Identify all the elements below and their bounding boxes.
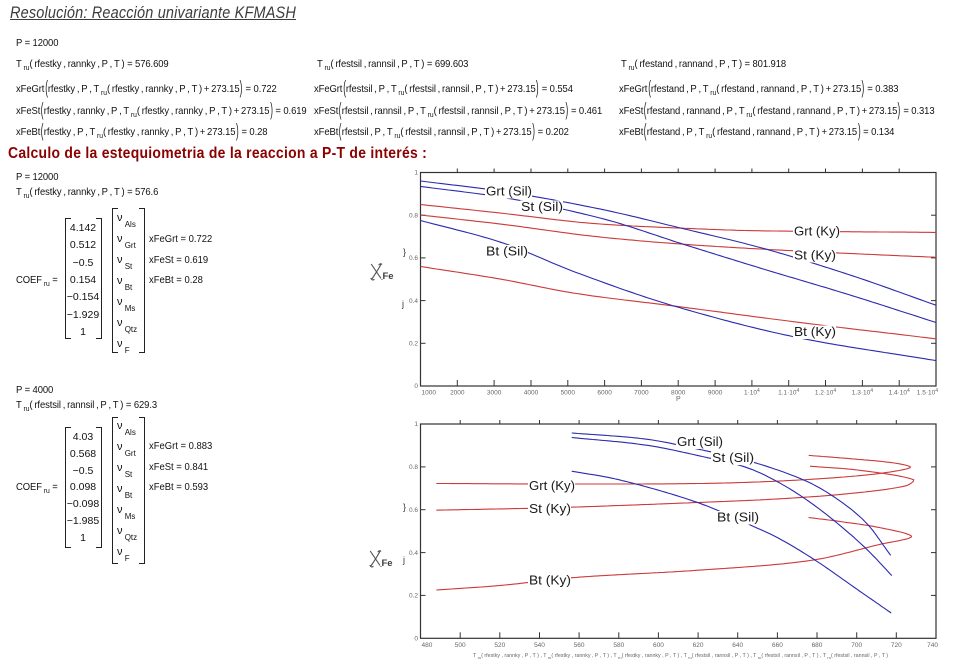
svg-text:560: 560 — [574, 642, 585, 649]
svg-text:620: 620 — [693, 642, 704, 649]
svg-text:680: 680 — [812, 642, 823, 649]
svg-text:1.4·104: 1.4·104 — [889, 388, 910, 397]
svg-text:1: 1 — [414, 421, 418, 428]
svg-text:700: 700 — [851, 642, 862, 649]
svg-text:Bt (Sil): Bt (Sil) — [486, 245, 528, 259]
svg-text:720: 720 — [891, 642, 902, 649]
svg-text:0: 0 — [414, 636, 418, 643]
svg-text:Fe: Fe — [383, 271, 394, 282]
svg-text:480: 480 — [422, 642, 433, 649]
svg-text:St (Ky): St (Ky) — [794, 249, 836, 263]
svg-text:Grt (Sil): Grt (Sil) — [677, 435, 723, 449]
svg-text:1000: 1000 — [422, 390, 437, 397]
svg-text:740: 740 — [927, 642, 938, 649]
svg-text:Bt (Sil): Bt (Sil) — [717, 511, 759, 525]
svg-text:Bt (Ky): Bt (Ky) — [529, 574, 571, 588]
svg-text:3000: 3000 — [487, 390, 502, 397]
svg-text:4000: 4000 — [524, 390, 539, 397]
svg-text:9000: 9000 — [708, 390, 723, 397]
svg-text:0.8: 0.8 — [409, 464, 418, 471]
svg-text:7000: 7000 — [634, 390, 649, 397]
svg-text:520: 520 — [494, 642, 505, 649]
svg-text:660: 660 — [772, 642, 783, 649]
svg-text:1·104: 1·104 — [744, 388, 760, 397]
svg-text:St (Sil): St (Sil) — [521, 200, 563, 214]
svg-text:500: 500 — [455, 642, 466, 649]
svg-text:540: 540 — [534, 642, 545, 649]
svg-text:0.6: 0.6 — [409, 255, 418, 262]
svg-text:T ru( rfestky , rannky , P , T: T ru( rfestky , rannky , P , T ) , T ru(… — [473, 653, 888, 660]
svg-text:0.8: 0.8 — [409, 212, 418, 219]
svg-text:1.1·104: 1.1·104 — [778, 388, 799, 397]
svg-text:2000: 2000 — [450, 390, 465, 397]
svg-text:8000: 8000 — [671, 390, 686, 397]
svg-text:St (Ky): St (Ky) — [529, 502, 571, 516]
svg-text:St (Sil): St (Sil) — [712, 451, 754, 465]
svg-text:Grt (Sil): Grt (Sil) — [486, 185, 532, 199]
svg-text:580: 580 — [613, 642, 624, 649]
svg-text:0.6: 0.6 — [409, 507, 418, 514]
svg-text:Fe: Fe — [382, 558, 393, 569]
svg-text:600: 600 — [653, 642, 664, 649]
svg-text:Grt (Ky): Grt (Ky) — [794, 225, 840, 239]
svg-text:0.2: 0.2 — [409, 341, 418, 348]
svg-text:Bt (Ky): Bt (Ky) — [794, 325, 836, 339]
svg-text:Grt (Ky): Grt (Ky) — [529, 479, 575, 493]
svg-text:1.5·104: 1.5·104 — [917, 388, 938, 397]
svg-text:0.4: 0.4 — [409, 298, 418, 305]
svg-text:0: 0 — [414, 383, 418, 390]
svg-text:6000: 6000 — [597, 390, 612, 397]
svg-text:1: 1 — [414, 170, 418, 177]
svg-text:0.4: 0.4 — [409, 550, 418, 557]
svg-text:640: 640 — [732, 642, 743, 649]
svg-text:1.3·104: 1.3·104 — [852, 388, 873, 397]
svg-text:P: P — [676, 396, 681, 403]
svg-text:1.2·104: 1.2·104 — [815, 388, 836, 397]
svg-text:0.2: 0.2 — [409, 593, 418, 600]
svg-text:5000: 5000 — [561, 390, 576, 397]
